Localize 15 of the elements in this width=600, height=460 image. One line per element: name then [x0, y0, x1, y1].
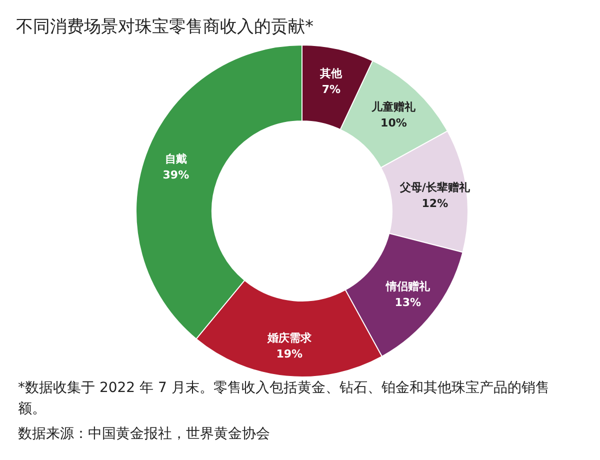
- slice-label: 儿童赠礼: [370, 100, 417, 114]
- source-note: 数据来源：中国黄金报社，世界黄金协会: [18, 426, 270, 442]
- data-label: 13%: [394, 296, 422, 310]
- data-label: 19%: [276, 347, 303, 360]
- slice-label: 婚庆需求: [266, 331, 312, 344]
- chart-title: 不同消费场景对珠宝零售商收入的贡献*: [16, 17, 314, 37]
- data-label: 39%: [162, 168, 190, 182]
- data-label: 10%: [380, 116, 407, 130]
- slice-label: 父母/长辈赠礼: [398, 181, 471, 194]
- slice-label: 其他: [319, 67, 344, 80]
- data-label: 7%: [322, 83, 341, 96]
- text: *数据收集于 2022 年 7 月末。零售收入包括黄金、钻石、铂金和其他珠宝产品的销售额。: [18, 380, 550, 417]
- data-label: 12%: [422, 197, 448, 210]
- slice-label: 自戴: [164, 152, 187, 166]
- slice-label: 情侣赠礼: [384, 280, 431, 294]
